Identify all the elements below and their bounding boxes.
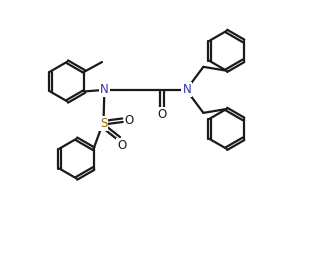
Text: N: N [100, 83, 108, 96]
Text: O: O [117, 139, 126, 152]
Text: N: N [182, 83, 191, 96]
Text: O: O [124, 114, 134, 127]
Text: S: S [100, 117, 107, 130]
Text: O: O [157, 108, 166, 121]
